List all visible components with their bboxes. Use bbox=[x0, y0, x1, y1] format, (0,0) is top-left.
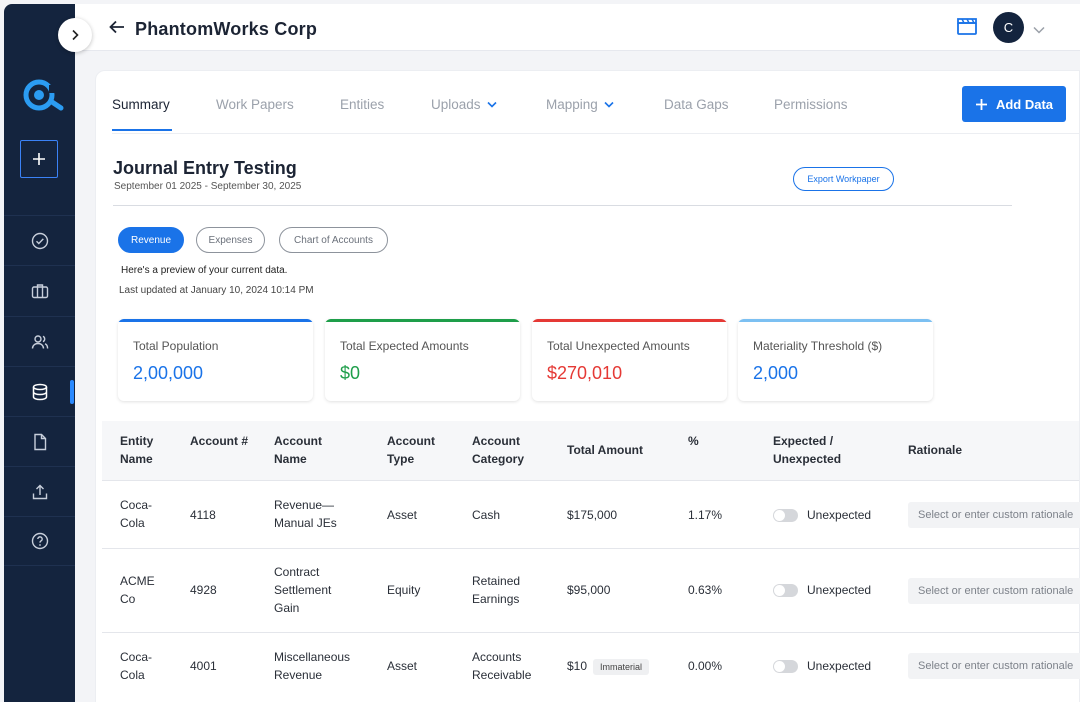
main-card: Summary Work Papers Entities Uploads Map… bbox=[95, 70, 1080, 702]
cell-status: Unexpected bbox=[807, 508, 872, 522]
document-icon bbox=[33, 433, 46, 450]
cell-account-type: Equity bbox=[387, 583, 421, 597]
cell-total-amount: $95,000 bbox=[567, 583, 611, 597]
filter-expenses[interactable]: Expenses bbox=[196, 227, 265, 253]
stat-card-expected-amounts: Total Expected Amounts $0 bbox=[325, 319, 520, 401]
cell-account-type: Asset bbox=[387, 508, 418, 522]
cell-account-name: Contract Settlement Gain bbox=[274, 565, 332, 615]
app-logo-icon[interactable] bbox=[21, 75, 65, 115]
cell-entity: Coca-Cola bbox=[120, 650, 153, 682]
plus-icon bbox=[33, 153, 45, 165]
cell-account-category: Retained Earnings bbox=[472, 574, 521, 606]
chevron-down-icon bbox=[486, 101, 497, 108]
cell-percent: 1.17% bbox=[688, 508, 723, 522]
cell-account-name: Revenue—Manual JEs bbox=[274, 498, 337, 530]
rationale-input[interactable]: Select or enter custom rationale bbox=[908, 653, 1080, 679]
table-header: Entity Name Account # Account Name Accou… bbox=[102, 421, 1079, 481]
date-range: September 01 2025 - September 30, 2025 bbox=[114, 181, 302, 192]
expected-toggle[interactable] bbox=[773, 509, 798, 522]
preview-text: Here's a preview of your current data. bbox=[121, 265, 288, 276]
plus-icon bbox=[975, 98, 987, 110]
back-button[interactable] bbox=[109, 20, 125, 39]
page-title: PhantomWorks Corp bbox=[135, 19, 318, 39]
col-total-amount[interactable]: Total Amount bbox=[567, 443, 643, 457]
col-account-type[interactable]: Account Type bbox=[387, 434, 435, 466]
col-entity-name[interactable]: Entity Name bbox=[120, 434, 154, 466]
cell-status: Unexpected bbox=[807, 659, 872, 673]
cell-total-amount: $175,000 bbox=[567, 508, 618, 522]
sidebar-item-briefcase[interactable] bbox=[4, 265, 75, 315]
col-expected-unexpected[interactable]: Expected / Unexpected bbox=[773, 434, 842, 466]
cell-status: Unexpected bbox=[807, 583, 872, 597]
filter-revenue[interactable]: Revenue bbox=[118, 227, 184, 253]
col-account-name[interactable]: Account Name bbox=[274, 434, 322, 466]
sidebar-item-data[interactable] bbox=[4, 366, 75, 416]
expected-toggle[interactable] bbox=[773, 660, 798, 673]
cell-entity: ACME Co bbox=[120, 574, 155, 606]
cell-total-amount: $10 Immaterial bbox=[567, 657, 650, 675]
cell-account-type: Asset bbox=[387, 659, 418, 673]
immaterial-badge: Immaterial bbox=[593, 658, 650, 675]
col-rationale[interactable]: Rationale bbox=[908, 443, 963, 457]
sidebar-item-documents[interactable] bbox=[4, 416, 75, 466]
col-percent[interactable]: % bbox=[688, 434, 699, 448]
stat-card-unexpected-amounts: Total Unexpected Amounts $270,010 bbox=[532, 319, 727, 401]
table-row[interactable]: Coca-Cola 4118 Revenue—Manual JEs Asset … bbox=[102, 482, 1080, 549]
table-row[interactable]: Coca-Cola 4001 Miscellaneous Revenue Ass… bbox=[102, 633, 1080, 702]
arrow-left-icon bbox=[109, 20, 124, 34]
col-account-number[interactable]: Account # bbox=[190, 434, 249, 448]
chevron-down-icon bbox=[604, 101, 614, 108]
tab-permissions[interactable]: Permissions bbox=[774, 97, 848, 112]
add-data-button[interactable]: Add Data bbox=[962, 86, 1066, 122]
upload-icon bbox=[32, 484, 47, 499]
database-icon bbox=[32, 383, 47, 400]
stat-card-materiality-threshold: Materiality Threshold ($) 2,000 bbox=[738, 319, 933, 401]
briefcase-icon bbox=[31, 283, 48, 298]
export-workpaper-button[interactable]: Export Workpaper bbox=[793, 167, 894, 191]
avatar[interactable]: C bbox=[993, 12, 1024, 43]
cell-entity: Coca-Cola bbox=[120, 498, 153, 530]
cell-account-number: 4118 bbox=[190, 508, 216, 522]
divider bbox=[113, 205, 1012, 206]
clapperboard-icon[interactable] bbox=[956, 16, 978, 41]
rationale-input[interactable]: Select or enter custom rationale bbox=[908, 502, 1080, 528]
tab-summary[interactable]: Summary bbox=[112, 97, 170, 112]
cell-account-number: 4001 bbox=[190, 659, 217, 673]
tab-entities[interactable]: Entities bbox=[340, 97, 385, 112]
stat-card-total-population: Total Population 2,00,000 bbox=[118, 319, 313, 401]
sidebar-item-tasks[interactable] bbox=[4, 215, 75, 265]
active-tab-indicator bbox=[112, 129, 172, 131]
expected-toggle[interactable] bbox=[773, 584, 798, 597]
sidebar-collapse-button[interactable] bbox=[58, 18, 92, 52]
tab-uploads[interactable]: Uploads bbox=[431, 97, 497, 112]
help-icon bbox=[31, 532, 48, 550]
cell-account-number: 4928 bbox=[190, 583, 217, 597]
add-button[interactable] bbox=[20, 140, 58, 178]
top-header: PhantomWorks Corp C bbox=[75, 4, 1080, 51]
sidebar-item-users[interactable] bbox=[4, 316, 75, 366]
tab-data-gaps[interactable]: Data Gaps bbox=[664, 97, 729, 112]
filter-chart-of-accounts[interactable]: Chart of Accounts bbox=[279, 227, 388, 253]
cell-percent: 0.63% bbox=[688, 583, 723, 597]
sidebar bbox=[4, 4, 75, 702]
last-updated-text: Last updated at January 10, 2024 10:14 P… bbox=[119, 285, 314, 296]
col-account-category[interactable]: Account Category bbox=[472, 434, 525, 466]
sidebar-item-help[interactable] bbox=[4, 516, 75, 566]
cell-account-name: Miscellaneous Revenue bbox=[274, 650, 351, 682]
chevron-down-icon[interactable] bbox=[1033, 21, 1045, 39]
cell-account-category: Cash bbox=[472, 508, 501, 522]
rationale-input[interactable]: Select or enter custom rationale bbox=[908, 578, 1080, 604]
cell-percent: 0.00% bbox=[688, 659, 723, 673]
tab-mapping[interactable]: Mapping bbox=[546, 97, 614, 112]
chevron-right-icon bbox=[72, 29, 79, 41]
users-icon bbox=[31, 334, 48, 349]
tab-work-papers[interactable]: Work Papers bbox=[216, 97, 294, 112]
check-circle-icon bbox=[31, 232, 48, 249]
table-row[interactable]: ACME Co 4928 Contract Settlement Gain Eq… bbox=[102, 549, 1080, 633]
cell-account-category: Accounts Receivable bbox=[472, 650, 532, 682]
section-title: Journal Entry Testing bbox=[113, 158, 297, 178]
tab-bar: Summary Work Papers Entities Uploads Map… bbox=[112, 71, 1079, 134]
sidebar-item-upload[interactable] bbox=[4, 466, 75, 516]
